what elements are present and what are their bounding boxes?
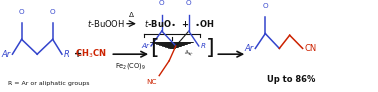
Text: +: + — [74, 49, 82, 59]
Text: R: R — [201, 43, 206, 49]
Text: [: [ — [150, 38, 159, 58]
Text: $t$-BuOOH: $t$-BuOOH — [87, 18, 125, 29]
Text: CN: CN — [304, 44, 317, 53]
Text: O: O — [262, 3, 268, 9]
Text: O: O — [50, 9, 56, 15]
Text: CH$_3$CN: CH$_3$CN — [75, 48, 107, 60]
Text: O: O — [19, 9, 25, 15]
Text: O: O — [159, 0, 164, 6]
Text: R: R — [64, 50, 70, 59]
Text: ✂: ✂ — [182, 48, 193, 59]
Text: $t$-BuO$\bullet$  +  $\bullet$OH: $t$-BuO$\bullet$ + $\bullet$OH — [144, 18, 215, 29]
Text: Fe$_2$(CO)$_9$: Fe$_2$(CO)$_9$ — [115, 61, 146, 71]
Text: NC: NC — [146, 79, 157, 85]
Text: ]: ] — [206, 38, 214, 58]
Text: Ar: Ar — [1, 50, 11, 59]
Text: R = Ar or aliphatic groups: R = Ar or aliphatic groups — [8, 81, 90, 86]
Text: Ar: Ar — [244, 44, 254, 53]
Text: Ar: Ar — [141, 43, 149, 49]
Text: O: O — [186, 0, 192, 6]
Text: Up to 86%: Up to 86% — [267, 75, 316, 84]
Text: $\Delta$: $\Delta$ — [128, 10, 135, 19]
